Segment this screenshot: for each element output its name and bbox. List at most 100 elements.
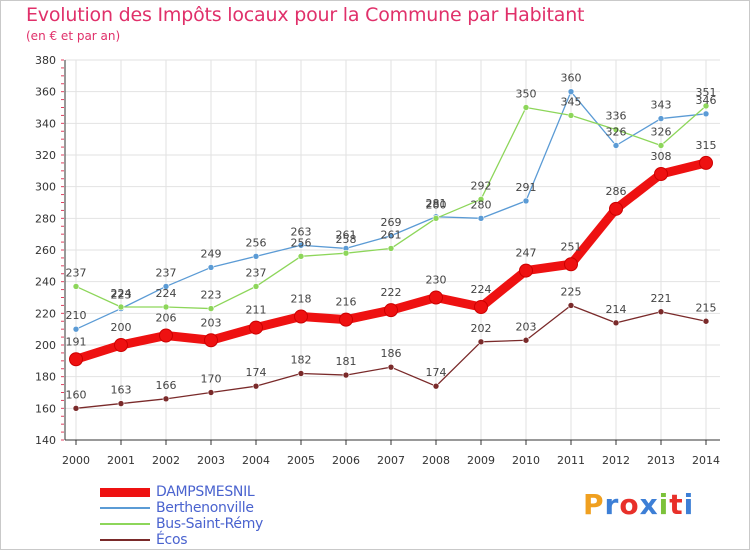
data-point [522,197,530,205]
data-point [432,215,440,222]
data-point [564,257,578,272]
logo-letter: x [639,488,659,521]
data-label: 258 [336,233,357,246]
data-point [522,336,530,344]
data-point [567,88,575,95]
data-label: 230 [426,274,447,287]
data-label: 218 [291,293,312,306]
chart-title: Evolution des Impôts locaux pour la Comm… [26,4,585,26]
legend-item: Berthenonville [100,500,360,516]
data-label: 281 [426,197,447,210]
data-point [384,303,398,318]
data-point [567,302,575,309]
data-point [207,264,215,271]
data-label: 160 [66,388,87,401]
y-tick-label: 220 [35,307,56,320]
data-label: 223 [111,289,132,302]
data-point [159,328,173,343]
data-point [477,196,485,203]
data-label: 326 [651,126,672,139]
data-label: 225 [561,285,582,298]
legend-label: Écos [156,532,188,548]
data-point [294,309,308,324]
x-tick-label: 2008 [422,454,450,467]
data-label: 206 [156,312,177,325]
data-label: 350 [516,88,537,101]
y-tick-label: 380 [35,54,56,67]
data-point [162,283,170,290]
legend-swatch [100,507,150,509]
y-tick-label: 280 [35,212,56,225]
data-label: 286 [606,185,627,198]
data-label: 237 [246,266,267,279]
legend-item: Écos [100,532,360,548]
data-point [72,325,80,333]
data-point [612,319,620,327]
data-label: 256 [291,236,312,249]
x-tick-label: 2013 [647,454,675,467]
data-point [387,363,395,371]
x-tick-label: 2000 [62,454,90,467]
data-point [252,253,260,260]
legend-item: Bus-Saint-Rémy [100,516,360,532]
data-label: 170 [201,373,222,386]
data-label: 211 [246,304,267,317]
y-tick-label: 260 [35,244,56,257]
x-tick-label: 2010 [512,454,540,467]
data-label: 261 [336,228,357,241]
x-tick-label: 2003 [197,454,225,467]
data-point [429,290,443,305]
data-label: 186 [381,347,402,360]
data-point [612,142,620,149]
data-label: 210 [66,309,87,322]
data-label: 343 [651,99,672,112]
data-label: 237 [66,266,87,279]
legend-label: Berthenonville [156,500,254,516]
data-point [612,126,620,133]
data-label: 200 [111,321,132,334]
data-point [69,352,83,367]
legend-item: DAMPSMESNIL [100,484,360,500]
data-label: 203 [201,316,222,329]
data-point [519,263,533,278]
data-label: 221 [651,292,672,305]
y-tick-label: 200 [35,339,56,352]
data-label: 351 [696,86,717,99]
y-tick-label: 340 [35,117,56,130]
data-label: 247 [516,247,537,260]
data-label: 280 [471,198,492,211]
data-label: 360 [561,72,582,85]
y-tick-label: 180 [35,371,56,384]
data-label: 191 [66,335,87,348]
legend-label: DAMPSMESNIL [156,484,255,500]
data-point [657,308,665,316]
x-tick-label: 2011 [557,454,585,467]
data-label: 203 [516,320,537,333]
data-label: 326 [606,126,627,139]
data-label: 174 [246,366,267,379]
chart-subtitle: (en € et par an) [26,29,121,43]
logo-letter: P [583,488,605,521]
x-tick-label: 2002 [152,454,180,467]
x-tick-label: 2004 [242,454,270,467]
y-tick-label: 300 [35,181,56,194]
data-point [114,338,128,352]
data-point [117,400,125,407]
data-label: 280 [426,198,447,211]
legend-swatch [100,487,150,497]
data-label: 249 [201,247,222,260]
data-point [702,110,710,118]
data-point [339,312,353,327]
data-point [702,317,710,325]
logo-letter: t [669,488,684,521]
data-label: 166 [156,379,177,392]
data-point [297,370,305,377]
y-tick-label: 140 [35,434,56,447]
data-point [297,253,305,260]
data-point [207,305,215,312]
data-point [252,283,260,290]
data-point [72,283,80,290]
data-point [207,389,215,396]
data-label: 336 [606,110,627,123]
x-tick-label: 2006 [332,454,360,467]
